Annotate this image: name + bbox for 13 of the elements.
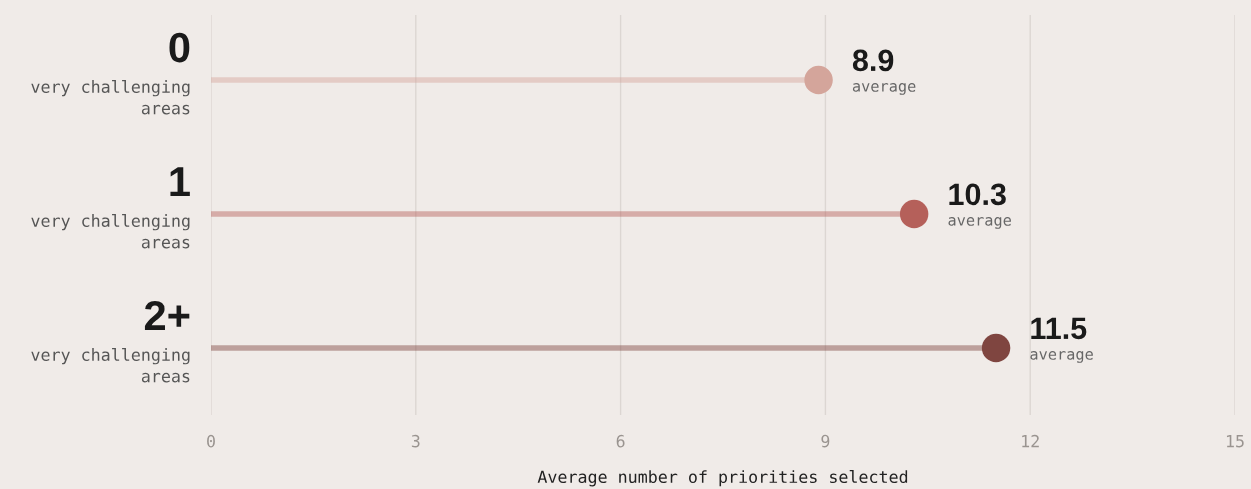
- y-tick-label: 0 very challenging areas: [31, 32, 190, 115]
- x-tick-label: 0: [207, 434, 215, 448]
- x-tick-label: 15: [1226, 435, 1244, 448]
- y-tick-label: 2+ very challenging areas: [31, 300, 190, 383]
- x-tick-label: 12: [1022, 434, 1039, 448]
- y-tick-label: 1 very challenging areas: [31, 167, 190, 249]
- x-tick-label: 3: [411, 434, 420, 448]
- data-label: 8.9 average: [852, 49, 916, 95]
- x-tick-label: 9: [821, 434, 830, 448]
- data-label: 11.5 average: [1030, 317, 1093, 363]
- x-axis-title: Average number of priorities selected: [537, 470, 908, 487]
- data-label: 10.3 average: [948, 183, 1011, 229]
- x-tick-label: 6: [616, 434, 625, 448]
